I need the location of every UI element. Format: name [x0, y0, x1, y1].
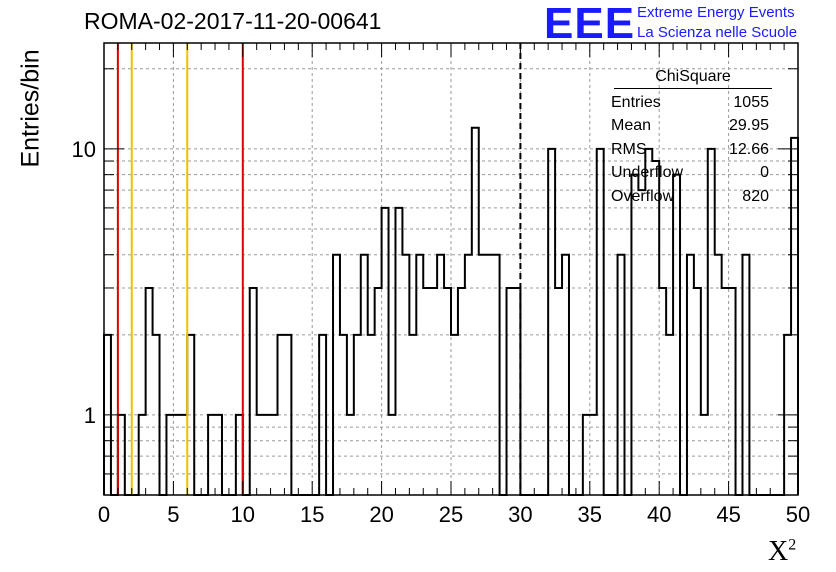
stat-value: 820	[742, 187, 769, 205]
eee-logo: EEE	[544, 0, 636, 48]
x-tick-label: 15	[300, 502, 324, 527]
y-axis-label: Entries/bin	[16, 49, 45, 168]
plot-title: ROMA-02-2017-11-20-00641	[84, 8, 382, 34]
stats-box: ChiSquare Entries 1055 Mean 29.95 RMS 12.66 Un…	[611, 68, 772, 208]
x-tick-label: 35	[578, 502, 602, 527]
x-tick-label: 40	[647, 502, 671, 527]
stat-label: Underflow	[611, 164, 684, 182]
x-tick-label: 30	[508, 502, 532, 527]
stat-label: Overflow	[611, 187, 675, 205]
stat-value: 12.66	[728, 140, 769, 158]
stat-label: RMS	[611, 140, 647, 158]
x-tick-label: 50	[786, 502, 810, 527]
logo-line2: La Scienza nelle Scuole	[637, 24, 798, 41]
stat-value: 29.95	[728, 117, 769, 135]
x-tick-label: 25	[439, 502, 463, 527]
x-tick-label: 0	[98, 502, 110, 527]
stat-label: Entries	[611, 94, 661, 111]
stat-row: Entries 1055	[611, 91, 769, 114]
y-tick-label: 10	[72, 137, 96, 162]
x-axis-label: X2	[768, 536, 797, 567]
x-tick-label: 10	[231, 502, 255, 527]
x-tick-label: 20	[369, 502, 393, 527]
stat-row: Overflow 820	[611, 185, 769, 208]
x-tick-label: 45	[716, 502, 740, 527]
logo-line1: Extreme Energy Events	[637, 4, 795, 21]
stat-label: Mean	[611, 117, 652, 135]
y-tick-label: 1	[84, 403, 96, 428]
stat-row: RMS 12.66	[611, 138, 769, 161]
x-tick-label: 5	[167, 502, 179, 527]
stats-title: ChiSquare	[614, 68, 772, 89]
stat-row: Underflow 0	[611, 161, 769, 184]
stat-value: 0	[760, 164, 769, 182]
stat-row: Mean 29.95	[611, 114, 769, 137]
stat-value: 1055	[733, 94, 769, 111]
